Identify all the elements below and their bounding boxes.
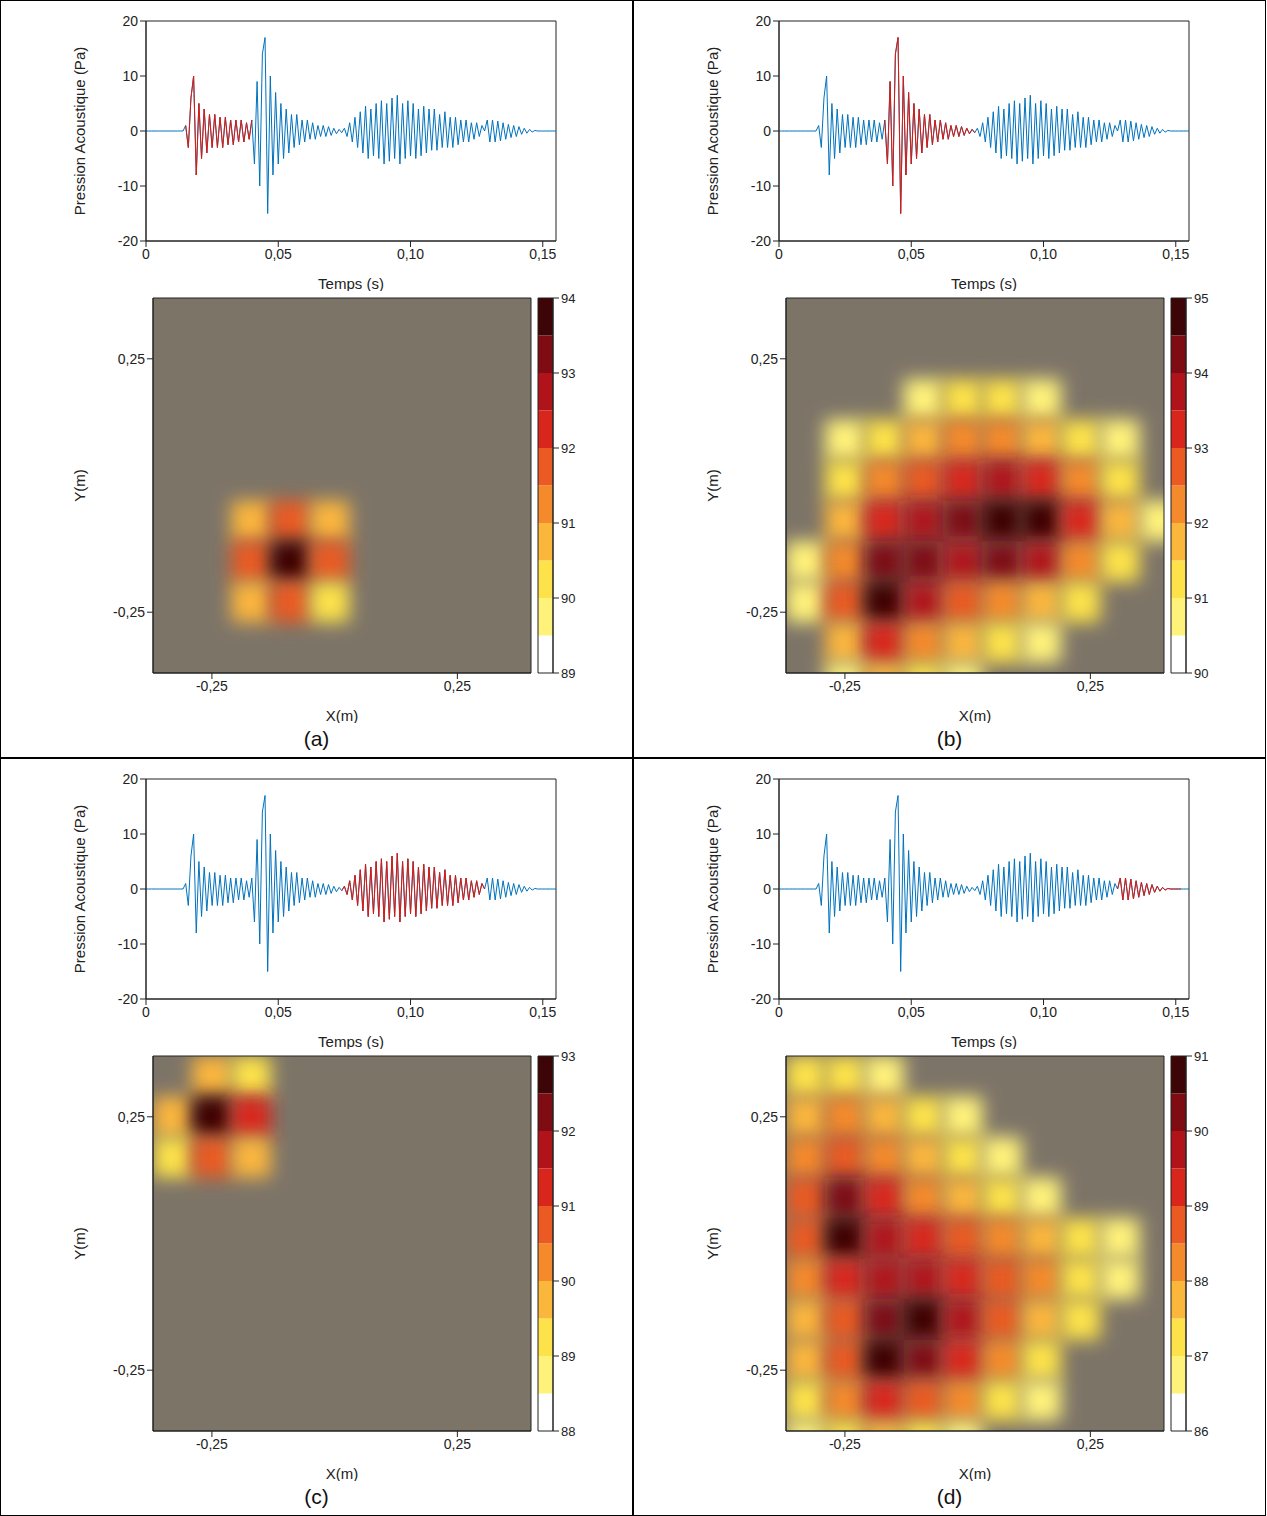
svg-text:87: 87 bbox=[1194, 1349, 1208, 1364]
svg-text:0,25: 0,25 bbox=[444, 1436, 471, 1452]
svg-text:-10: -10 bbox=[751, 178, 771, 194]
svg-text:0: 0 bbox=[142, 1004, 150, 1020]
svg-text:0,25: 0,25 bbox=[1077, 1436, 1104, 1452]
svg-text:91: 91 bbox=[1194, 591, 1208, 606]
svg-text:20: 20 bbox=[755, 771, 771, 787]
svg-text:Y(m): Y(m) bbox=[704, 469, 721, 502]
svg-text:90: 90 bbox=[561, 1274, 575, 1289]
svg-text:93: 93 bbox=[561, 366, 575, 381]
svg-text:0: 0 bbox=[763, 123, 771, 139]
svg-text:88: 88 bbox=[561, 1424, 575, 1439]
svg-text:20: 20 bbox=[122, 13, 138, 29]
svg-text:0,05: 0,05 bbox=[265, 246, 292, 262]
svg-text:0,10: 0,10 bbox=[397, 246, 424, 262]
html-text:(b): (b) bbox=[936, 727, 963, 750]
svg-text:Y(m): Y(m) bbox=[71, 1227, 88, 1260]
svg-text:90: 90 bbox=[561, 591, 575, 606]
svg-text:0,10: 0,10 bbox=[1030, 1004, 1057, 1020]
html-text:(d): (d) bbox=[936, 1485, 963, 1508]
svg-text:10: 10 bbox=[122, 826, 138, 842]
svg-text:0,15: 0,15 bbox=[529, 246, 556, 262]
svg-text:0,15: 0,15 bbox=[1162, 1004, 1189, 1020]
svg-text:10: 10 bbox=[122, 68, 138, 84]
svg-text:X(m): X(m) bbox=[326, 707, 359, 723]
svg-text:Pression Acoustique (Pa): Pression Acoustique (Pa) bbox=[71, 805, 88, 973]
svg-text:Y(m): Y(m) bbox=[71, 469, 88, 502]
svg-text:88: 88 bbox=[1194, 1274, 1208, 1289]
svg-text:0,10: 0,10 bbox=[397, 1004, 424, 1020]
svg-text:90: 90 bbox=[1194, 666, 1208, 681]
svg-text:91: 91 bbox=[561, 1199, 575, 1214]
svg-text:Pression Acoustique (Pa): Pression Acoustique (Pa) bbox=[71, 47, 88, 215]
svg-text:0,15: 0,15 bbox=[529, 1004, 556, 1020]
svg-text:89: 89 bbox=[561, 666, 575, 681]
svg-text:0: 0 bbox=[130, 881, 138, 897]
svg-text:Y(m): Y(m) bbox=[704, 1227, 721, 1260]
svg-text:X(m): X(m) bbox=[959, 1465, 992, 1481]
svg-text:89: 89 bbox=[561, 1349, 575, 1364]
svg-text:-0,25: -0,25 bbox=[113, 604, 145, 620]
svg-text:10: 10 bbox=[755, 68, 771, 84]
svg-text:-20: -20 bbox=[118, 233, 138, 249]
svg-text:20: 20 bbox=[755, 13, 771, 29]
svg-text:-0,25: -0,25 bbox=[113, 1362, 145, 1378]
svg-text:-10: -10 bbox=[118, 178, 138, 194]
svg-text:0,25: 0,25 bbox=[444, 678, 471, 694]
svg-text:Pression Acoustique (Pa): Pression Acoustique (Pa) bbox=[704, 47, 721, 215]
svg-text:X(m): X(m) bbox=[959, 707, 992, 723]
svg-text:Temps (s): Temps (s) bbox=[951, 1033, 1017, 1049]
svg-text:20: 20 bbox=[122, 771, 138, 787]
html-text:(c): (c) bbox=[304, 1485, 329, 1508]
svg-text:0,05: 0,05 bbox=[898, 246, 925, 262]
svg-text:0: 0 bbox=[130, 123, 138, 139]
svg-text:Temps (s): Temps (s) bbox=[318, 275, 384, 291]
svg-text:95: 95 bbox=[1194, 291, 1208, 306]
svg-text:0,25: 0,25 bbox=[1077, 678, 1104, 694]
svg-text:0,15: 0,15 bbox=[1162, 246, 1189, 262]
svg-text:92: 92 bbox=[561, 1124, 575, 1139]
svg-text:-20: -20 bbox=[751, 233, 771, 249]
svg-text:10: 10 bbox=[755, 826, 771, 842]
svg-text:-0,25: -0,25 bbox=[746, 604, 778, 620]
svg-text:-0,25: -0,25 bbox=[829, 1436, 861, 1452]
svg-text:91: 91 bbox=[1194, 1049, 1208, 1064]
svg-text:0,25: 0,25 bbox=[751, 1109, 778, 1125]
svg-text:93: 93 bbox=[561, 1049, 575, 1064]
svg-text:91: 91 bbox=[561, 516, 575, 531]
svg-text:0,05: 0,05 bbox=[898, 1004, 925, 1020]
svg-text:92: 92 bbox=[561, 441, 575, 456]
svg-text:93: 93 bbox=[1194, 441, 1208, 456]
svg-text:Temps (s): Temps (s) bbox=[318, 1033, 384, 1049]
svg-text:94: 94 bbox=[561, 291, 575, 306]
svg-text:0,25: 0,25 bbox=[751, 351, 778, 367]
svg-text:-10: -10 bbox=[118, 936, 138, 952]
html-text:(a): (a) bbox=[303, 727, 330, 750]
svg-text:94: 94 bbox=[1194, 366, 1208, 381]
svg-text:Pression Acoustique (Pa): Pression Acoustique (Pa) bbox=[704, 805, 721, 973]
svg-text:0: 0 bbox=[763, 881, 771, 897]
svg-text:0,05: 0,05 bbox=[265, 1004, 292, 1020]
svg-text:Temps (s): Temps (s) bbox=[951, 275, 1017, 291]
svg-text:90: 90 bbox=[1194, 1124, 1208, 1139]
svg-text:0: 0 bbox=[142, 246, 150, 262]
svg-text:X(m): X(m) bbox=[326, 1465, 359, 1481]
svg-text:89: 89 bbox=[1194, 1199, 1208, 1214]
svg-text:0: 0 bbox=[775, 246, 783, 262]
svg-text:-0,25: -0,25 bbox=[746, 1362, 778, 1378]
svg-text:0: 0 bbox=[775, 1004, 783, 1020]
svg-text:92: 92 bbox=[1194, 516, 1208, 531]
svg-text:86: 86 bbox=[1194, 1424, 1208, 1439]
svg-text:0,25: 0,25 bbox=[118, 1109, 145, 1125]
svg-text:-0,25: -0,25 bbox=[829, 678, 861, 694]
svg-text:-20: -20 bbox=[118, 991, 138, 1007]
svg-text:0,10: 0,10 bbox=[1030, 246, 1057, 262]
svg-text:-10: -10 bbox=[751, 936, 771, 952]
svg-text:-0,25: -0,25 bbox=[196, 678, 228, 694]
svg-text:-20: -20 bbox=[751, 991, 771, 1007]
svg-text:-0,25: -0,25 bbox=[196, 1436, 228, 1452]
svg-text:0,25: 0,25 bbox=[118, 351, 145, 367]
